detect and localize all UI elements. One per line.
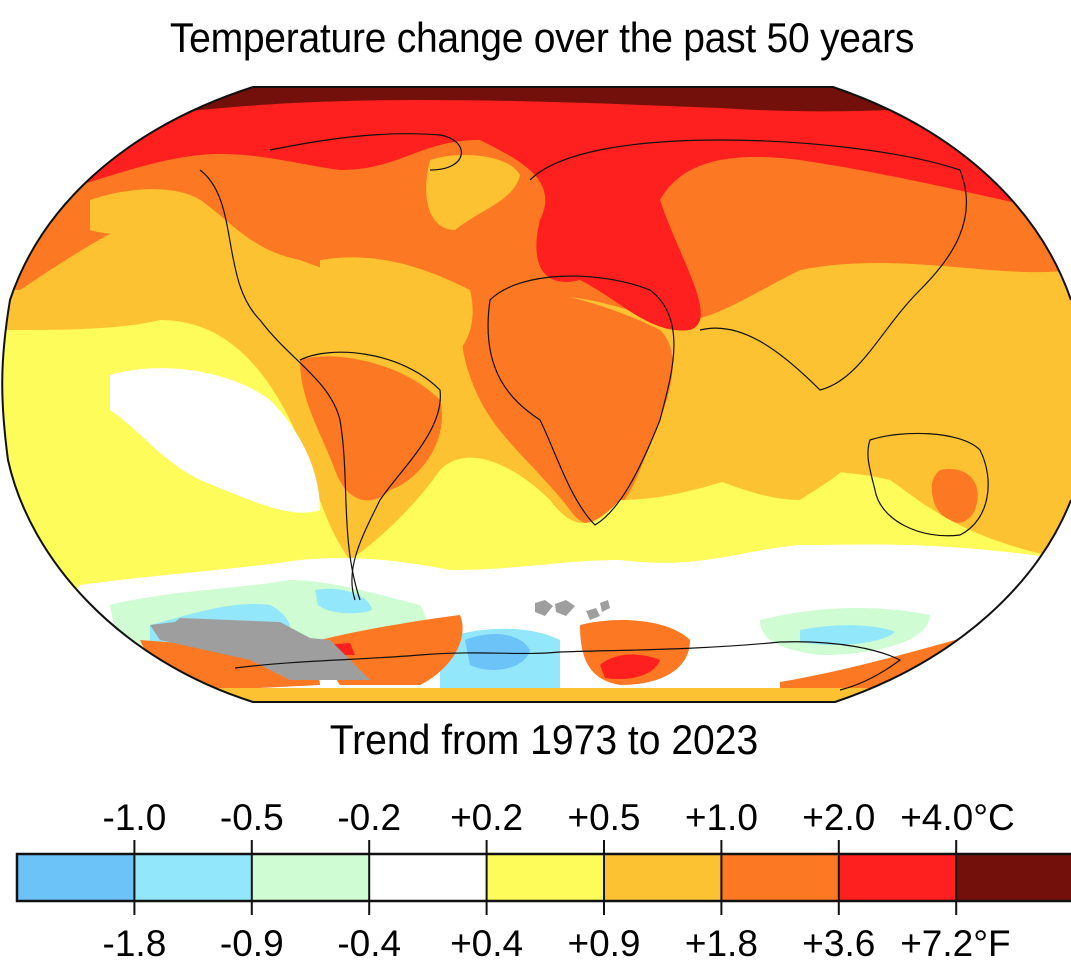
legend-fahrenheit-label: -1.8 [103,923,167,964]
world-temperature-map [1,86,1071,703]
legend-celsius-label: -0.5 [220,797,284,838]
legend-bin [17,854,135,901]
legend-bin [486,854,604,901]
legend-bin [838,854,957,901]
legend-fahrenheit-label: +0.4 [450,923,523,964]
zone-atlantic-gold [320,257,473,360]
map-subtitle: Trend from 1973 to 2023 [329,716,759,763]
zone-australia-orange [931,469,978,523]
coastlines [199,133,989,691]
legend-fahrenheit-label: +3.6 [802,923,875,964]
zone-samerica-orange [300,356,442,501]
legend-fahrenheit-label: +1.8 [685,923,758,964]
legend-bin [251,854,370,901]
legend-celsius-label: -0.2 [337,797,401,838]
legend-celsius-label: +1.0 [685,797,758,838]
zone-south-pole-gold [2,688,1071,702]
map-frame [1,86,1071,703]
zone-no-data [150,618,370,680]
zone-arctic-darkred [2,87,1071,130]
zone-east-lightblue [800,625,895,645]
legend-celsius-label: -1.0 [103,797,167,838]
map-title: Temperature change over the past 50 year… [169,14,915,61]
zone-natlantic-gold [426,155,520,230]
legend-celsius-label: +4.0°C [900,797,1015,838]
legend-celsius-label: +0.2 [450,797,523,838]
zone-antarctic-red-e [600,654,660,680]
color-legend: -1.0 -0.5 -0.2 +0.2 +0.5 +1.0 +2.0 +4.0°C -1.8 -… [15,797,1071,964]
legend-fahrenheit-label: -0.9 [220,923,284,964]
zone-indian-gold [659,406,862,500]
legend-celsius-label: +0.5 [567,797,640,838]
zone-no-data-hex [535,600,610,620]
legend-frame [15,852,1071,903]
legend-fahrenheit-label: -0.4 [337,923,401,964]
zone-africa-orange [461,287,673,525]
legend-bin [134,854,252,901]
zone-pacific-white [110,368,320,513]
legend-bin [721,854,839,901]
legend-celsius-label: +2.0 [802,797,875,838]
legend-bin [369,854,487,901]
legend-bin [956,854,1071,901]
zone-weddell-blue [465,634,530,670]
legend-fahrenheit-label: +7.2°F [900,923,1010,964]
zone-npacific-gold [90,189,210,234]
legend-fahrenheit-label: +0.9 [567,923,640,964]
legend-bin [604,854,722,901]
